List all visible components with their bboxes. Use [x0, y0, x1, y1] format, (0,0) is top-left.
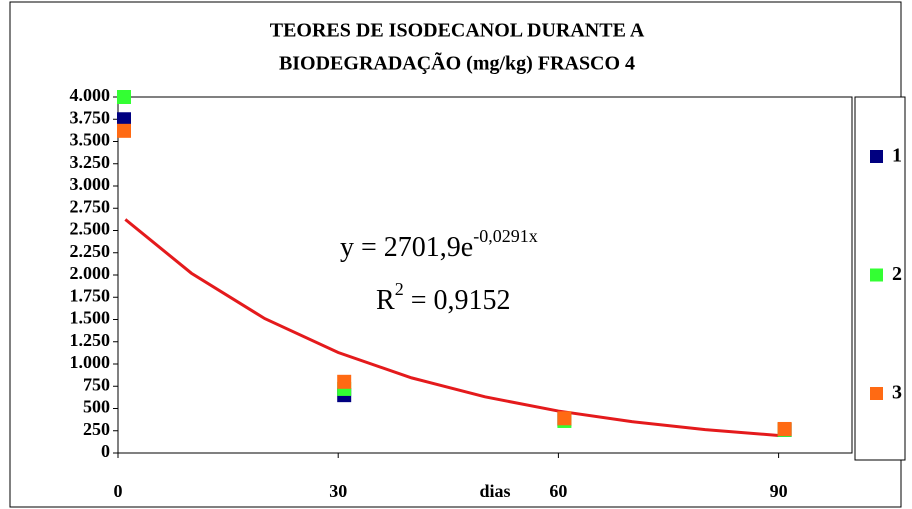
x-tick-label: 0	[114, 481, 123, 501]
y-tick-label: 3.000	[70, 174, 111, 194]
chart-title: BIODEGRADAÇÃO (mg/kg) FRASCO 4	[279, 52, 635, 75]
r-squared: R2 = 0,9152	[376, 279, 510, 316]
y-tick-label: 3.750	[70, 107, 111, 127]
equation: y = 2701,9e-0,0291x	[340, 226, 538, 263]
legend-label: 1	[892, 145, 902, 167]
y-tick-label: 2.250	[70, 241, 111, 261]
r-squared-base: R	[376, 285, 395, 316]
y-tick-label: 2.000	[70, 263, 111, 283]
r-squared-exponent: 2	[395, 279, 404, 299]
data-point	[117, 123, 131, 138]
y-tick-label: 3.250	[70, 152, 111, 172]
y-tick-label: 1.000	[70, 352, 111, 372]
x-tick-label: 60	[549, 481, 567, 501]
y-tick-label: 250	[83, 419, 110, 439]
data-point	[117, 112, 131, 127]
legend-marker	[870, 268, 883, 282]
data-point	[117, 90, 131, 104]
legend-label: 3	[892, 382, 902, 404]
r-squared-rest: = 0,9152	[404, 285, 511, 316]
equation-exponent: -0,0291x	[473, 226, 538, 246]
y-tick-label: 4.000	[70, 85, 111, 105]
legend-label: 2	[892, 263, 902, 285]
y-tick-label: 500	[83, 397, 110, 417]
y-tick-label: 1.500	[70, 308, 111, 328]
chart-title: TEORES DE ISODECANOL DURANTE A	[270, 20, 645, 42]
legend-marker	[870, 387, 883, 400]
equation-base: y = 2701,9e	[340, 232, 473, 263]
y-tick-label: 1.750	[70, 285, 111, 305]
y-tick-label: 2.500	[70, 219, 111, 239]
y-tick-label: 750	[83, 374, 110, 394]
trendline	[124, 218, 779, 437]
data-point	[557, 411, 572, 426]
x-axis-label: dias	[479, 481, 510, 501]
plot-area	[117, 96, 853, 454]
data-point	[337, 374, 352, 389]
x-tick-label: 90	[770, 481, 788, 501]
x-tick-label: 30	[329, 481, 347, 501]
y-tick-label: 2.750	[70, 196, 111, 216]
y-tick-label: 0	[101, 441, 110, 461]
data-point	[777, 421, 792, 436]
legend-marker	[870, 150, 883, 163]
y-tick-label: 3.500	[70, 130, 111, 150]
y-tick-label: 1.250	[70, 330, 111, 350]
